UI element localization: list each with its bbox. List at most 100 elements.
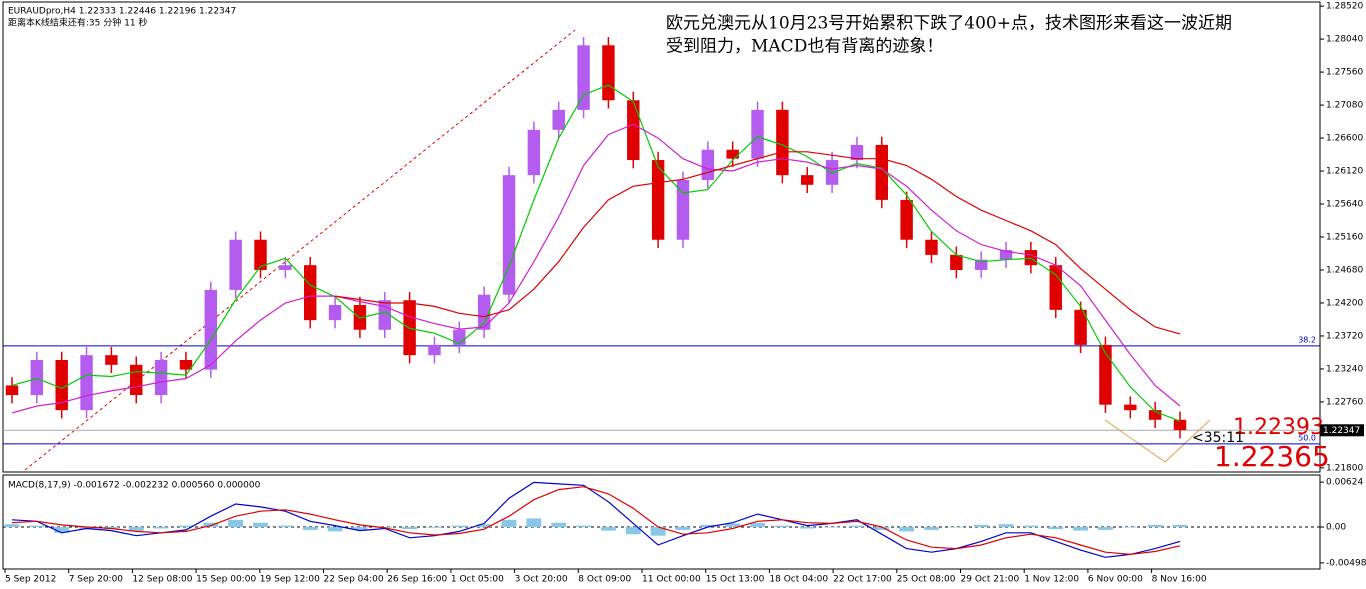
histogram-bar bbox=[1172, 524, 1188, 528]
histogram-bar bbox=[29, 525, 45, 528]
histogram-bar bbox=[501, 519, 517, 528]
y-tick-label: 1.23720 bbox=[1326, 331, 1363, 341]
macd-label: MACD(8,17,9) -0.001672 -0.002232 0.00056… bbox=[8, 481, 261, 491]
candle-body bbox=[1148, 410, 1162, 420]
symbol-header: EURAUDpro,H4 1.22333 1.22446 1.22196 1.2… bbox=[8, 7, 236, 17]
histogram-bar bbox=[924, 527, 939, 530]
histogram-bar bbox=[998, 524, 1014, 528]
histogram-bar bbox=[1023, 525, 1039, 528]
histogram-bar bbox=[725, 523, 741, 528]
macd-line bbox=[11, 481, 1181, 558]
histogram-bar bbox=[650, 527, 666, 536]
x-tick-label: 18 Oct 04:00 bbox=[769, 575, 828, 585]
histogram-bar bbox=[1048, 527, 1064, 530]
countdown: 距离本K线结束还有:35 分钟 11 秒 bbox=[8, 17, 147, 29]
histogram-bar bbox=[427, 527, 442, 528]
candle-body bbox=[950, 254, 963, 270]
triangle-lines bbox=[1104, 419, 1211, 463]
histogram-bar bbox=[874, 527, 890, 530]
histogram-bar bbox=[128, 527, 144, 532]
candle-body bbox=[328, 305, 342, 321]
histogram-bar bbox=[253, 522, 268, 528]
histogram-bar bbox=[1122, 527, 1138, 528]
x-tick-label: 22 Oct 17:00 bbox=[833, 575, 892, 585]
moving-average bbox=[11, 84, 1181, 422]
y-tick-label: 1.24200 bbox=[1326, 298, 1363, 308]
x-tick-label: 8 Oct 09:00 bbox=[578, 575, 631, 585]
histogram-bar bbox=[600, 527, 616, 531]
candle-body bbox=[801, 175, 814, 185]
candle-body bbox=[179, 359, 193, 370]
histogram-bar bbox=[774, 525, 790, 528]
x-tick-label: 15 Oct 13:00 bbox=[706, 575, 765, 585]
histogram-bar bbox=[849, 525, 865, 528]
candle-body bbox=[1074, 309, 1087, 345]
y-tick-label: 1.28040 bbox=[1326, 35, 1363, 45]
histogram-bar bbox=[153, 527, 169, 529]
y-tick-label: 1.26600 bbox=[1326, 134, 1363, 144]
histogram-bar bbox=[1073, 527, 1089, 531]
candle-body bbox=[229, 239, 242, 290]
histogram-bar bbox=[203, 522, 219, 528]
histogram-bar bbox=[228, 519, 244, 528]
candle-body bbox=[304, 265, 317, 321]
y-tick-label: 1.27560 bbox=[1326, 68, 1363, 78]
candle-body bbox=[999, 250, 1013, 260]
x-tick-label: 19 Sep 12:00 bbox=[260, 575, 320, 585]
histogram-bar bbox=[526, 518, 542, 528]
candle-body bbox=[279, 265, 292, 270]
histogram-bar bbox=[551, 522, 567, 528]
x-tick-label: 6 Nov 00:00 bbox=[1088, 575, 1143, 585]
candle-body bbox=[925, 239, 938, 255]
x-tick-label: 25 Oct 08:00 bbox=[897, 575, 956, 585]
y-tick-label: 1.25640 bbox=[1326, 200, 1363, 210]
candle-body bbox=[1024, 250, 1038, 266]
candle-body bbox=[751, 109, 764, 159]
candle-body bbox=[30, 359, 44, 396]
candle-body bbox=[1124, 404, 1137, 411]
candle-body bbox=[701, 149, 715, 180]
candle-body bbox=[428, 344, 441, 356]
candle-body bbox=[900, 199, 913, 240]
histogram-bar bbox=[451, 525, 467, 528]
candle-body bbox=[105, 355, 118, 365]
histogram-bar bbox=[973, 524, 989, 528]
candle-body bbox=[80, 355, 93, 411]
histogram-bar bbox=[1147, 524, 1163, 528]
candle-body bbox=[602, 45, 615, 101]
last-price-box bbox=[1320, 424, 1364, 437]
x-tick-label: 3 Oct 20:00 bbox=[515, 575, 568, 585]
y-tick-label: 1.26120 bbox=[1326, 167, 1363, 177]
histogram-bar bbox=[302, 527, 318, 530]
y-tick-label: 1.21800 bbox=[1326, 463, 1363, 473]
candle-body bbox=[130, 364, 143, 396]
last-price-label: 1.22347 bbox=[1323, 426, 1360, 436]
x-tick-label: 1 Nov 12:00 bbox=[1024, 575, 1079, 585]
y-tick-label: 1.28520 bbox=[1326, 2, 1363, 12]
y-tick-label: 0.00624 bbox=[1326, 478, 1363, 488]
candle-body bbox=[1173, 419, 1187, 431]
annotation: 受到阻力，MACD也有背离的迹象！ bbox=[666, 37, 943, 57]
moving-average bbox=[11, 123, 1181, 414]
x-tick-label: 12 Sep 08:00 bbox=[132, 575, 192, 585]
candle-body bbox=[453, 329, 466, 345]
histogram-bar bbox=[402, 527, 418, 530]
x-tick-label: 7 Sep 20:00 bbox=[69, 575, 124, 585]
candle-body bbox=[502, 175, 516, 295]
y-tick-label: 0.00 bbox=[1326, 523, 1346, 533]
histogram-bar bbox=[4, 524, 20, 528]
histogram-bar bbox=[675, 527, 691, 530]
moving-average bbox=[335, 151, 1181, 335]
candle-body bbox=[477, 294, 491, 330]
candle-body bbox=[850, 144, 864, 161]
histogram-bar bbox=[799, 527, 815, 529]
histogram-bar bbox=[476, 524, 492, 528]
histogram-bar bbox=[948, 527, 964, 528]
price-note: 1.22365 bbox=[1214, 440, 1330, 473]
candle-body bbox=[577, 45, 590, 110]
x-tick-label: 11 Oct 00:00 bbox=[642, 575, 701, 585]
histogram-bar bbox=[352, 527, 368, 530]
macd-line bbox=[11, 486, 1181, 556]
candle-body bbox=[254, 239, 267, 270]
